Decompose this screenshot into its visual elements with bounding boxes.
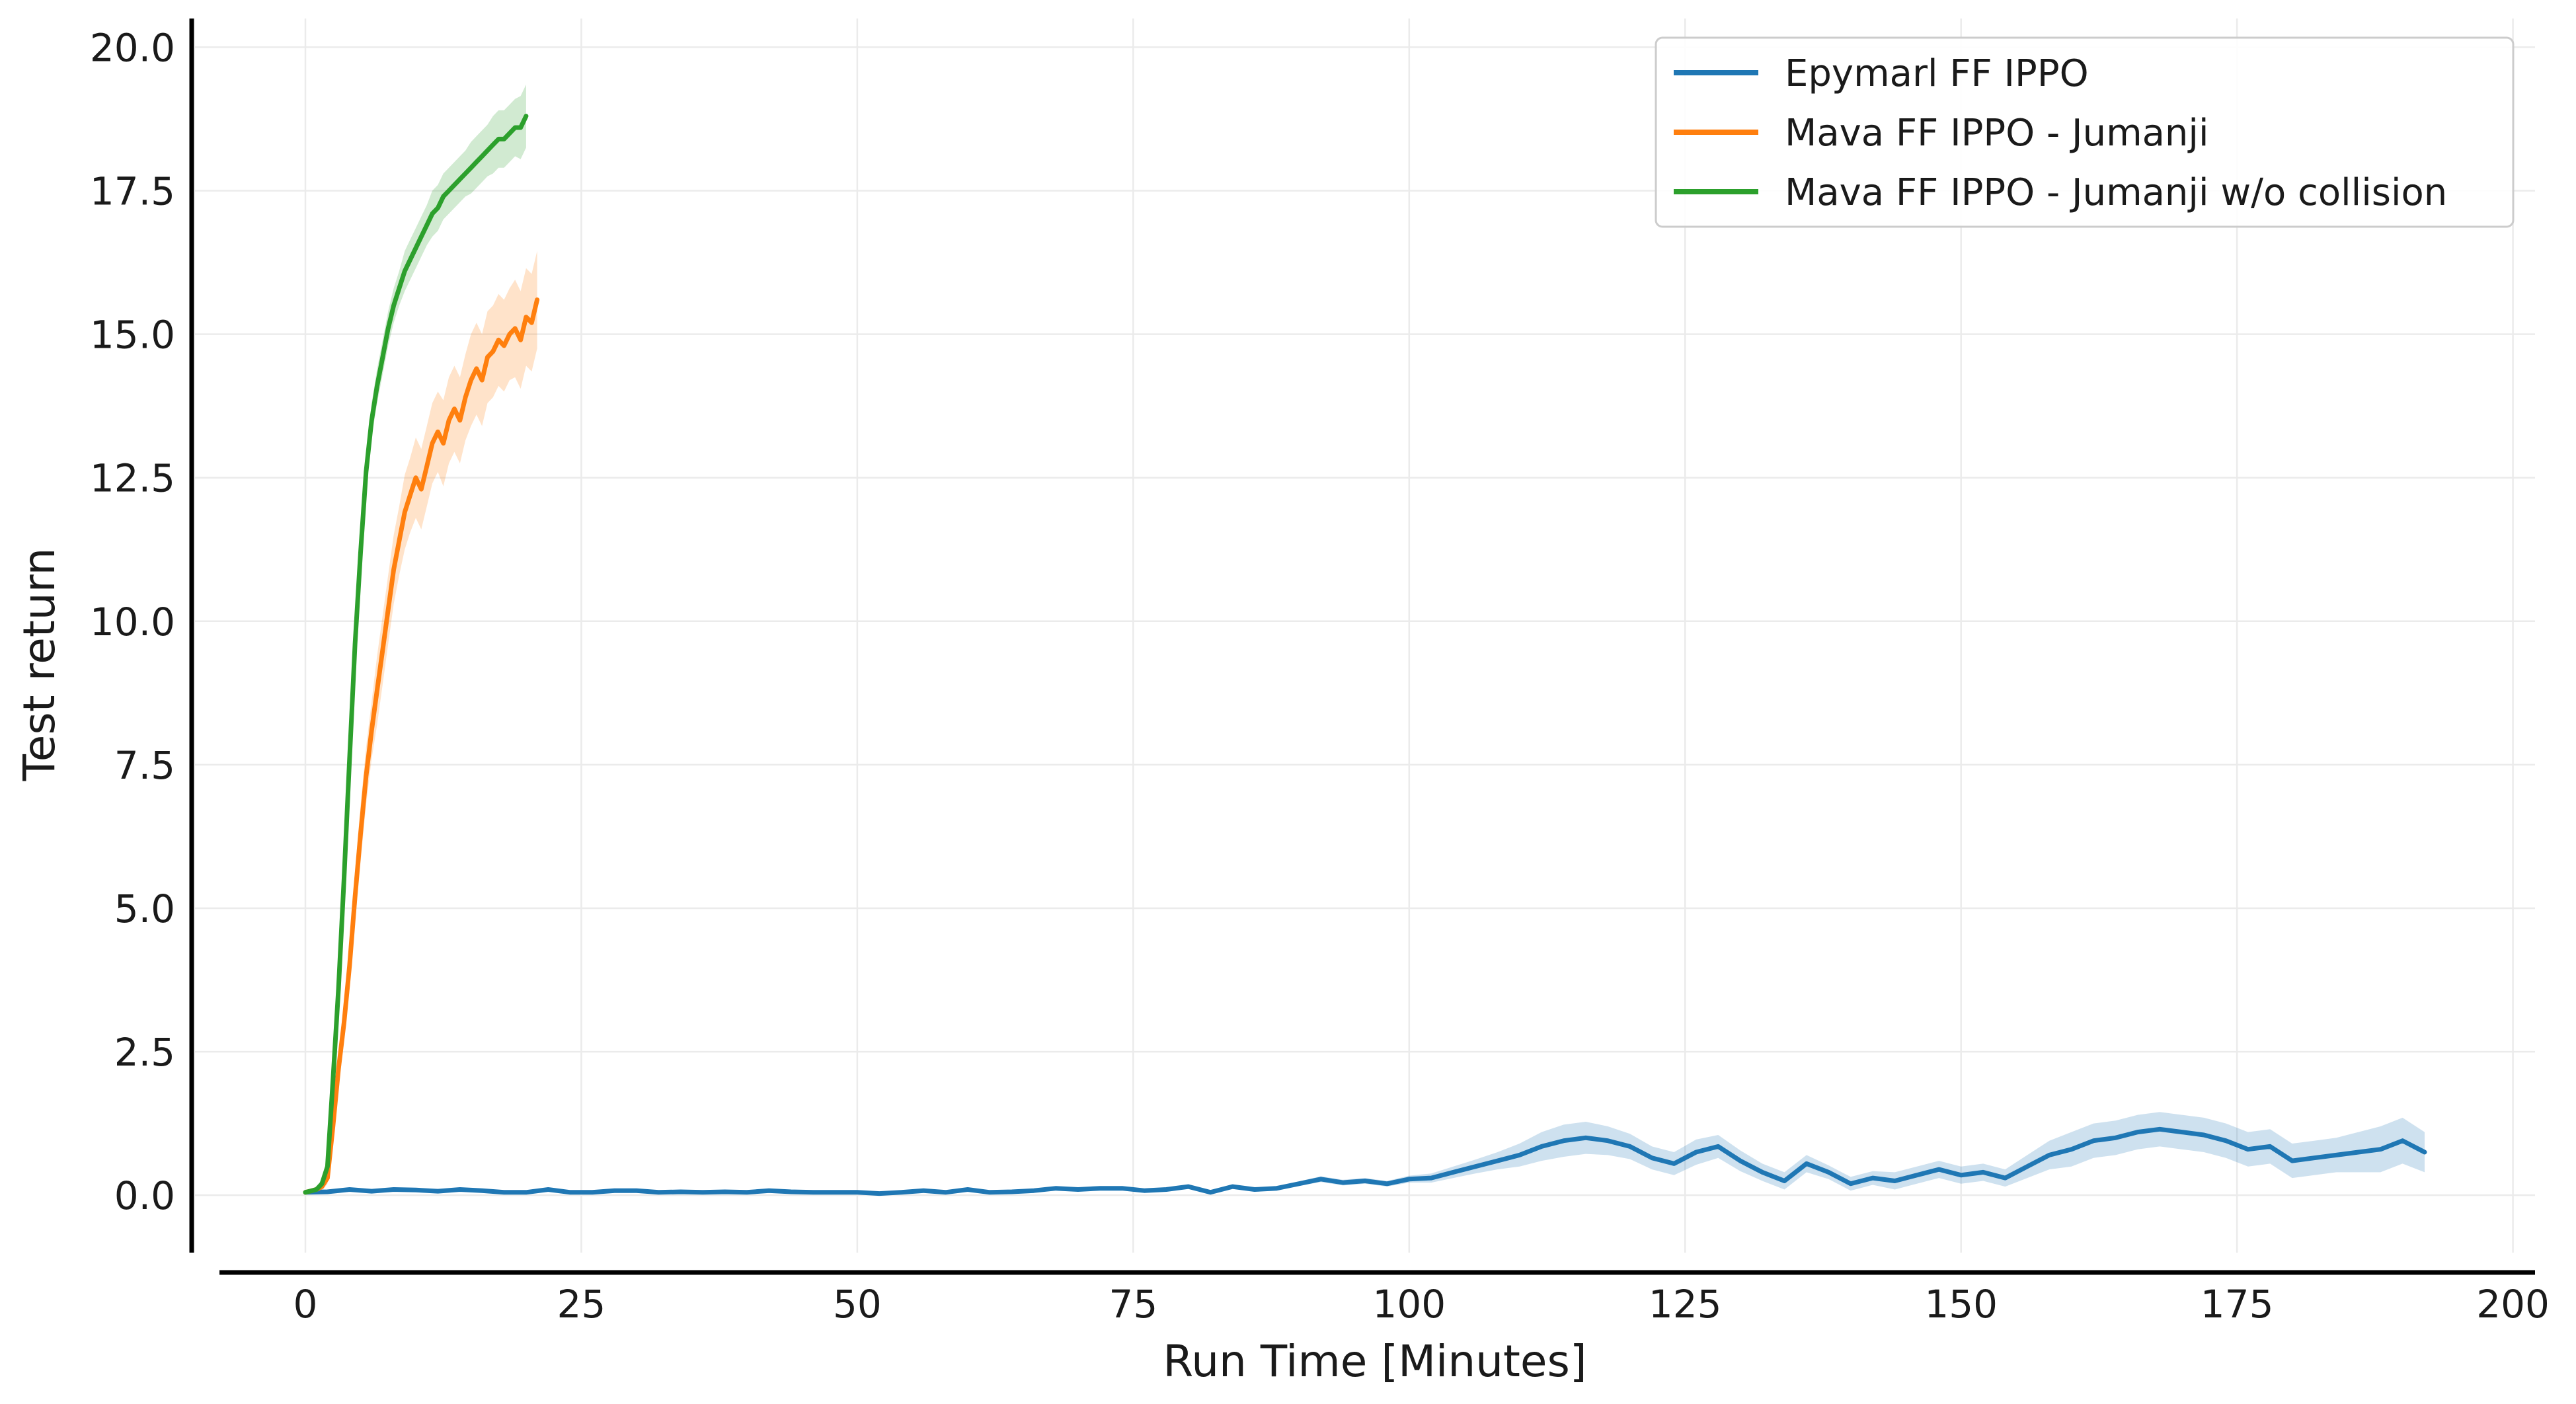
x-tick-label: 175 bbox=[2201, 1282, 2274, 1327]
x-tick-label: 200 bbox=[2476, 1282, 2550, 1327]
y-tick-label: 2.5 bbox=[114, 1030, 175, 1075]
x-tick-label: 25 bbox=[557, 1282, 606, 1327]
y-axis-title: Test return bbox=[14, 548, 65, 782]
series-band-1 bbox=[305, 251, 537, 1194]
x-axis-title: Run Time [Minutes] bbox=[1163, 1336, 1586, 1387]
y-tick-label: 7.5 bbox=[114, 743, 175, 788]
series-line-1 bbox=[303, 297, 540, 1195]
series-line-0 bbox=[303, 1126, 2427, 1196]
legend-box bbox=[1655, 36, 2515, 228]
y-tick-label: 15.0 bbox=[90, 313, 175, 358]
series-lines bbox=[303, 114, 2427, 1196]
x-tick-label: 0 bbox=[293, 1282, 318, 1327]
y-tick-label: 10.0 bbox=[90, 600, 175, 644]
y-tick-label: 20.0 bbox=[90, 25, 175, 70]
legend-label-2: Mava FF IPPO - Jumanji w/o collision bbox=[1785, 171, 2447, 214]
x-tick-label: 75 bbox=[1109, 1282, 1157, 1327]
x-tick-label: 50 bbox=[833, 1282, 882, 1327]
axes bbox=[189, 19, 2535, 1275]
x-tick-label: 125 bbox=[1649, 1282, 1722, 1327]
tick-labels: 0 25 50 75 100 125 150 175 200 0.0 2.5 5.0 7.5 10.0 12… bbox=[90, 25, 2550, 1327]
y-tick-label: 12.5 bbox=[90, 456, 175, 501]
y-tick-label: 0.0 bbox=[114, 1173, 175, 1218]
x-tick-label: 150 bbox=[1924, 1282, 1998, 1327]
legend-label-0: Epymarl FF IPPO bbox=[1785, 52, 2089, 95]
confidence-bands bbox=[305, 84, 2425, 1195]
series-band-0 bbox=[305, 1112, 2425, 1195]
x-tick-label: 100 bbox=[1372, 1282, 1446, 1327]
legend: Epymarl FF IPPO Mava FF IPPO - Jumanji Mav… bbox=[1655, 36, 2515, 228]
series-line-2 bbox=[303, 114, 529, 1195]
legend-label-1: Mava FF IPPO - Jumanji bbox=[1785, 112, 2209, 155]
y-tick-label: 17.5 bbox=[90, 169, 175, 214]
y-tick-label: 5.0 bbox=[114, 886, 175, 931]
